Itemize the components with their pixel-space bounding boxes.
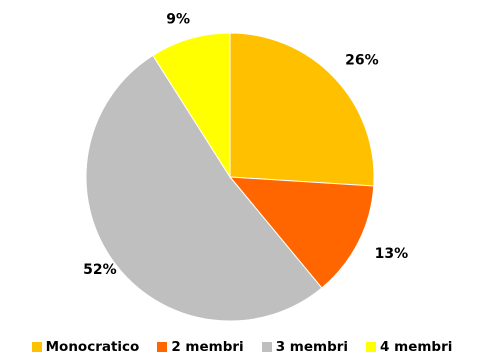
pie-slices xyxy=(85,32,375,322)
legend-swatch-2-membri xyxy=(157,342,168,352)
legend-item-2-membri: 2 membri xyxy=(157,339,244,355)
data-label-monocratico: 26% xyxy=(345,53,379,69)
legend-item-monocratico: Monocratico xyxy=(31,339,140,355)
legend-swatch-4-membri xyxy=(366,342,377,352)
data-label-4-membri: 9% xyxy=(166,11,190,27)
legend-label-4-membri: 4 membri xyxy=(380,339,453,355)
legend-swatch-3-membri xyxy=(261,342,272,352)
pie-slice-3-membri xyxy=(85,54,323,322)
legend-swatch-monocratico xyxy=(31,342,42,352)
pie-slice-4-membri xyxy=(152,32,231,179)
legend-label-monocratico: Monocratico xyxy=(45,339,140,355)
legend-item-3-membri: 3 membri xyxy=(261,339,349,355)
data-label-3-membri: 52% xyxy=(83,262,117,278)
legend-label-3-membri: 3 membri xyxy=(275,339,349,355)
data-label-2-membri: 13% xyxy=(375,246,409,262)
pie-slice-2-membri xyxy=(228,176,375,289)
pie-slice-monocratico xyxy=(229,32,375,187)
legend-item-4-membri: 4 membri xyxy=(366,339,452,355)
chart-legend: Monocratico 2 membri 3 membri 4 membri xyxy=(0,337,484,357)
pie-data-labels: 26% 13% 52% 9% xyxy=(83,11,408,278)
legend-label-2-membri: 2 membri xyxy=(171,339,244,355)
